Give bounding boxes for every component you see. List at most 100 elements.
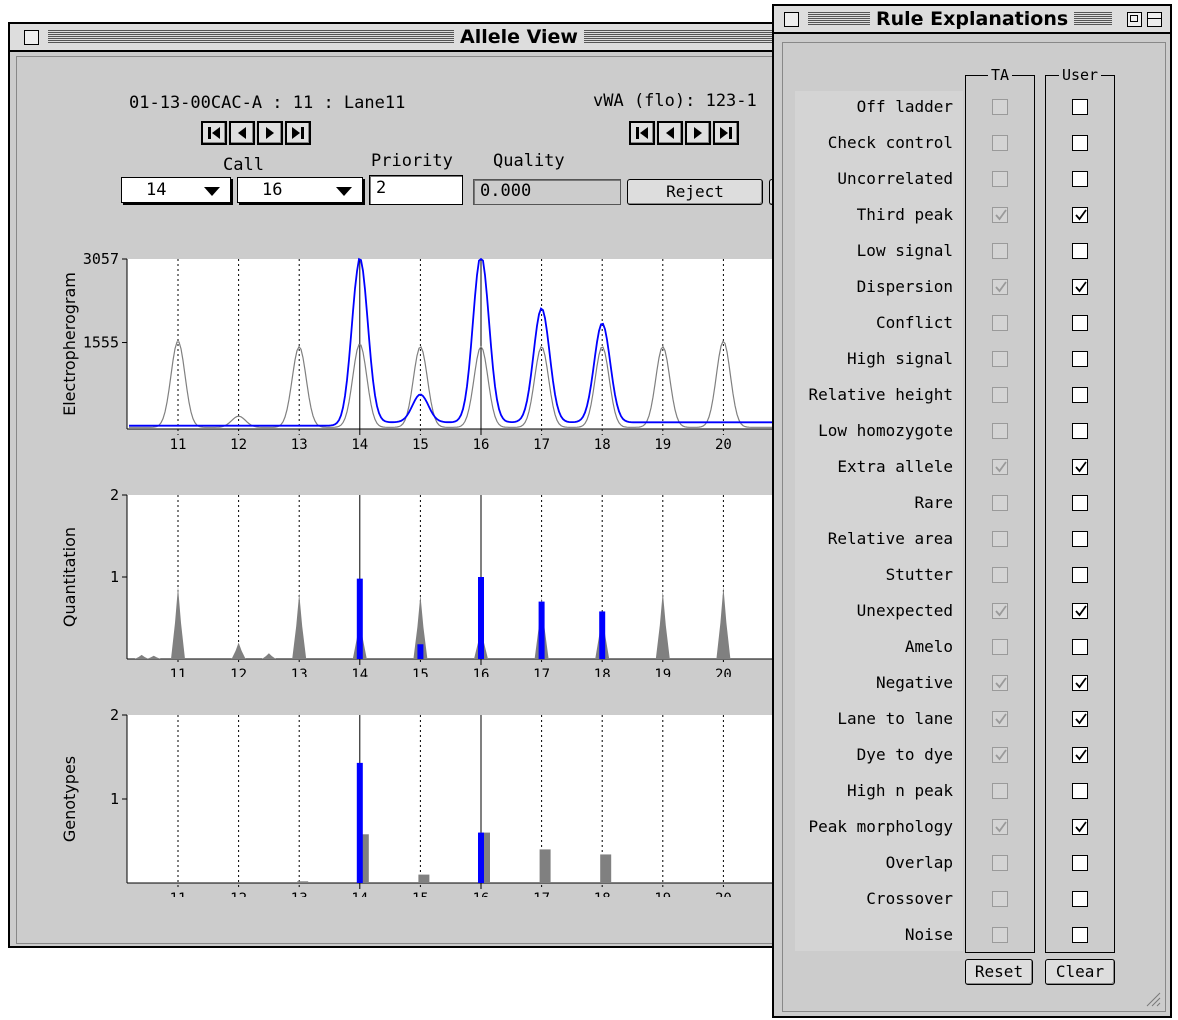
ta-checkbox (992, 387, 1008, 403)
user-checkbox[interactable] (1072, 603, 1088, 619)
quant-bar-grey (413, 595, 428, 659)
first-locus-button[interactable] (629, 121, 655, 145)
ta-checkbox (992, 819, 1008, 835)
user-checkbox[interactable] (1072, 279, 1088, 295)
window-title: Allele View (454, 26, 584, 48)
call-allele-1-select[interactable]: 14 (121, 177, 231, 203)
ta-checkbox (992, 135, 1008, 151)
x-tick-label: 19 (654, 891, 671, 897)
rule-row: Peak morphology (795, 811, 957, 847)
x-tick-label: 16 (473, 891, 490, 897)
rule-row: Rare (795, 487, 957, 523)
call-allele-2-select[interactable]: 16 (237, 177, 363, 203)
user-checkbox[interactable] (1072, 531, 1088, 547)
user-checkbox[interactable] (1072, 171, 1088, 187)
user-checkbox[interactable] (1072, 891, 1088, 907)
user-checkbox[interactable] (1072, 783, 1088, 799)
user-checkbox[interactable] (1072, 747, 1088, 763)
user-checkbox[interactable] (1072, 99, 1088, 115)
next-sample-button[interactable] (257, 121, 283, 145)
user-checkbox[interactable] (1072, 351, 1088, 367)
quant-bar-blue (417, 644, 424, 659)
first-icon (636, 127, 648, 139)
user-checkbox[interactable] (1072, 243, 1088, 259)
zoom-box-icon[interactable] (1127, 12, 1142, 27)
ta-checkbox (992, 855, 1008, 871)
allele-view-titlebar[interactable]: Allele View (10, 24, 796, 52)
rule-label: High signal (847, 349, 953, 368)
rule-row: Uncorrelated (795, 163, 957, 199)
close-box-icon[interactable] (24, 30, 39, 45)
call-allele-1-value: 14 (146, 180, 167, 200)
genotype-bar-blue (478, 832, 484, 883)
quantitation-chart: 2 1 Quantitation 11 12 13 14 15 16 17 18 19 20 (60, 486, 797, 677)
rule-row: Relative area (795, 523, 957, 559)
user-checkbox[interactable] (1072, 207, 1088, 223)
rule-label: Relative height (808, 385, 954, 404)
collapse-box-icon[interactable] (1147, 12, 1162, 27)
rule-row: Dispersion (795, 271, 957, 307)
user-checkbox[interactable] (1072, 639, 1088, 655)
x-tick-label: 15 (412, 667, 429, 677)
clear-button[interactable]: Clear (1045, 959, 1115, 985)
rule-row: Stutter (795, 559, 957, 595)
user-checkbox[interactable] (1072, 495, 1088, 511)
y-axis-label: Genotypes (60, 756, 79, 842)
user-checkbox[interactable] (1072, 819, 1088, 835)
reset-button[interactable]: Reset (965, 959, 1033, 985)
rule-label: Off ladder (856, 97, 953, 116)
ta-checkbox (992, 531, 1008, 547)
rule-row: Low signal (795, 235, 957, 271)
user-checkbox[interactable] (1072, 387, 1088, 403)
x-tick-label: 11 (170, 891, 187, 897)
rule-label: Extra allele (837, 457, 953, 476)
user-checkbox[interactable] (1072, 315, 1088, 331)
user-checkbox[interactable] (1072, 423, 1088, 439)
ta-group: TA (965, 66, 1035, 953)
rule-label: Crossover (866, 889, 953, 908)
rule-row: Noise (795, 919, 957, 955)
resize-grip-icon[interactable] (1143, 989, 1161, 1007)
prev-sample-button[interactable] (229, 121, 255, 145)
user-header: User (1058, 66, 1102, 84)
user-checkbox[interactable] (1072, 855, 1088, 871)
priority-label: Priority (371, 151, 453, 171)
y-tick-label: 1 (110, 568, 119, 586)
reject-button[interactable]: Reject (627, 179, 763, 205)
rule-label: Peak morphology (808, 817, 954, 836)
user-checkbox[interactable] (1072, 927, 1088, 943)
chevron-down-icon (204, 187, 220, 196)
rule-label: Uncorrelated (837, 169, 953, 188)
plot-area (127, 495, 797, 659)
rule-row: Relative height (795, 379, 957, 415)
rule-label: Noise (904, 925, 953, 944)
rule-label: Relative area (827, 529, 953, 548)
prev-locus-button[interactable] (657, 121, 683, 145)
user-checkbox[interactable] (1072, 675, 1088, 691)
last-sample-button[interactable] (285, 121, 311, 145)
user-checkbox[interactable] (1072, 135, 1088, 151)
x-tick-label: 12 (230, 437, 247, 453)
last-locus-button[interactable] (713, 121, 739, 145)
rule-row: Unexpected (795, 595, 957, 631)
allele-view-window: Allele View 01-13-00CAC-A : 11 : Lane11 … (8, 22, 799, 948)
rule-window-titlebar[interactable]: Rule Explanations (774, 6, 1170, 34)
close-box-icon[interactable] (784, 12, 799, 27)
x-tick-label: 16 (473, 437, 490, 453)
ta-checkbox (992, 207, 1008, 223)
ta-checkbox (992, 891, 1008, 907)
rule-label: Dye to dye (856, 745, 953, 764)
user-checkbox[interactable] (1072, 711, 1088, 727)
title-stripes (48, 30, 792, 44)
x-tick-label: 19 (654, 437, 671, 453)
next-locus-button[interactable] (685, 121, 711, 145)
rule-label: Check control (827, 133, 953, 152)
user-checkbox[interactable] (1072, 459, 1088, 475)
allele-view-content: 01-13-00CAC-A : 11 : Lane11 vWA (flo): 1… (16, 56, 799, 944)
first-sample-button[interactable] (201, 121, 227, 145)
call-allele-2-value: 16 (262, 180, 283, 200)
user-checkbox[interactable] (1072, 567, 1088, 583)
priority-input[interactable]: 2 (369, 175, 463, 205)
rule-row: Overlap (795, 847, 957, 883)
next-icon (694, 127, 702, 139)
